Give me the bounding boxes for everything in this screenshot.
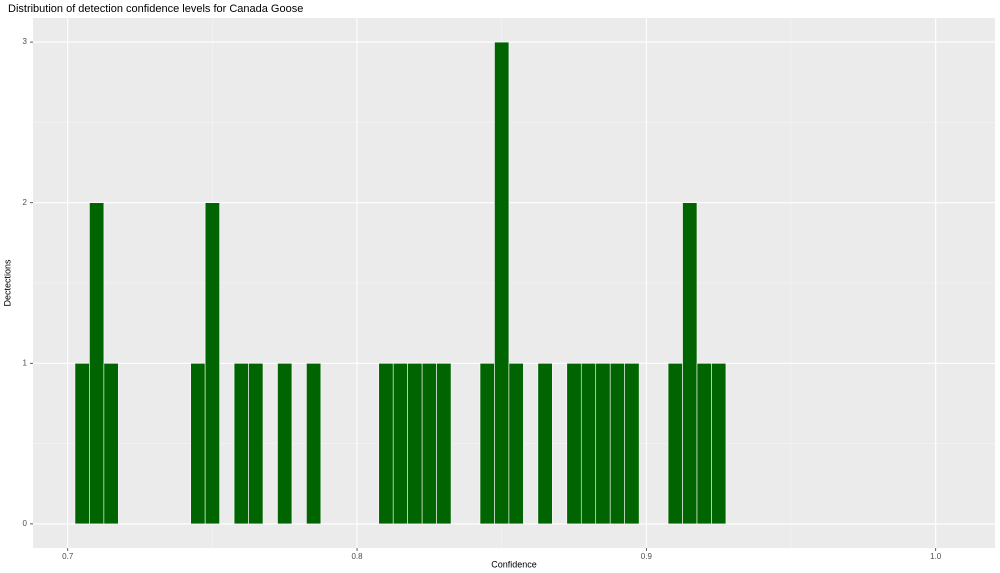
y-tick-label: 2 <box>23 198 28 207</box>
bar <box>233 363 249 525</box>
bar <box>566 363 582 525</box>
bar <box>74 363 90 525</box>
bar <box>682 202 698 525</box>
bar <box>421 363 437 525</box>
bar <box>277 363 293 525</box>
bar <box>248 363 264 525</box>
y-tick-label: 0 <box>23 519 28 528</box>
y-tick-label: 1 <box>23 358 28 367</box>
x-tick-label: 0.8 <box>351 552 363 561</box>
bar <box>103 363 119 525</box>
x-tick-label: 0.7 <box>62 552 74 561</box>
bar <box>436 363 452 525</box>
y-tick-label: 3 <box>23 37 28 46</box>
bar <box>204 202 220 525</box>
bar <box>392 363 408 525</box>
bar <box>479 363 495 525</box>
bar <box>306 363 322 525</box>
bar <box>537 363 553 525</box>
bar <box>696 363 712 525</box>
bar <box>580 363 597 525</box>
bar <box>494 41 510 525</box>
chart-title: Distribution of detection confidence lev… <box>8 3 303 15</box>
bar <box>89 202 105 525</box>
y-axis-title: Dectections <box>2 259 12 307</box>
bar <box>407 363 423 525</box>
x-tick-label: 0.9 <box>641 552 653 561</box>
bar <box>378 363 394 525</box>
bar <box>667 363 683 525</box>
bar <box>595 363 611 525</box>
bar <box>711 363 727 525</box>
bar <box>190 363 206 525</box>
bar <box>624 363 640 525</box>
x-tick-label: 1.0 <box>930 552 942 561</box>
bar <box>508 363 524 525</box>
x-axis-title: Confidence <box>491 559 537 569</box>
bar <box>609 363 625 525</box>
